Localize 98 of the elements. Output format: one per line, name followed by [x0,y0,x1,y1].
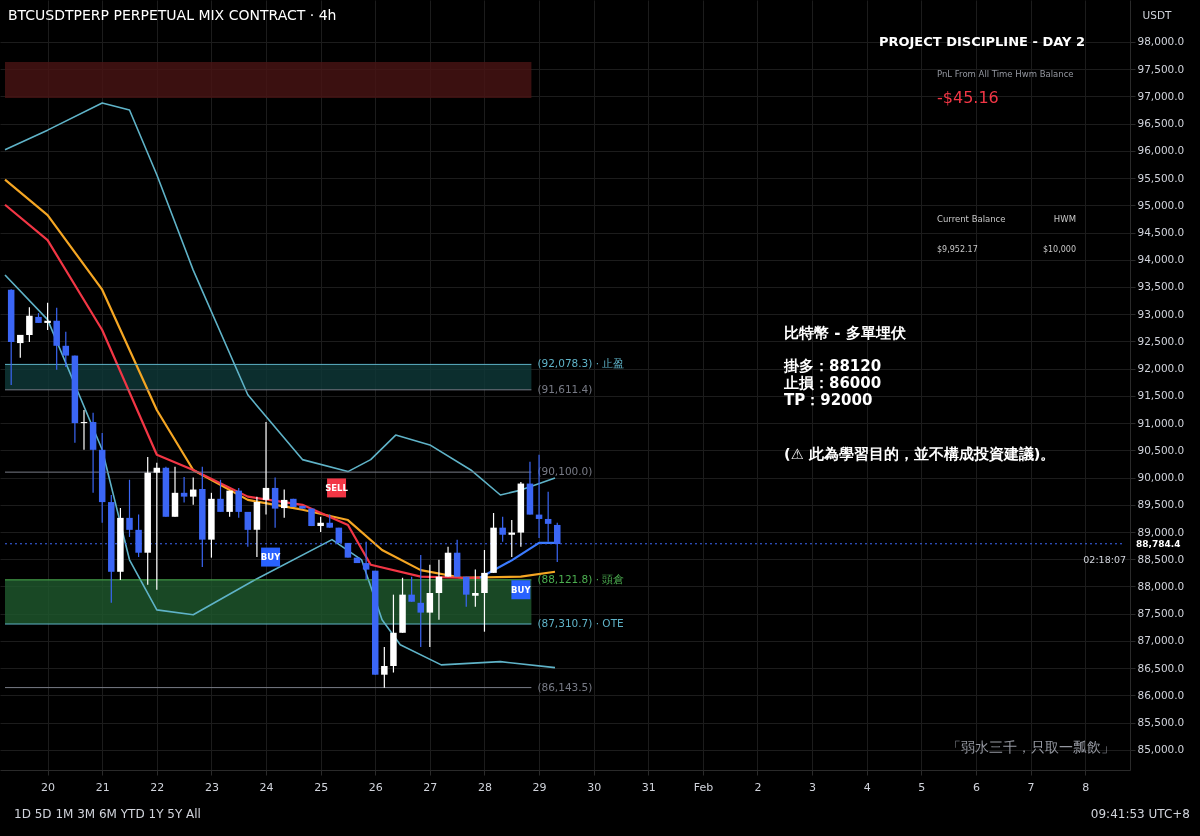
y-tick-label: 90,500.0 [1137,443,1185,456]
x-tick-label: 6 [972,780,980,794]
y-tick-label: 88,000.0 [1137,579,1185,592]
y-tick-label: 95,500.0 [1137,171,1185,184]
candlestick [235,487,242,519]
x-tick-label: 27 [423,780,438,794]
annotation: HWM [1053,214,1076,224]
annotation: Current Balance [937,214,1006,224]
candlestick [62,331,70,368]
candlestick [262,421,270,516]
y-tick-label: 86,500.0 [1137,661,1185,674]
y-tick-label: 87,000.0 [1137,634,1185,647]
ref-line-label: 88,784.4 [1136,538,1181,549]
y-tick-label: 91,000.0 [1137,416,1185,429]
y-tick-label: 95,000.0 [1137,198,1185,211]
y-tick-label: 85,000.0 [1137,743,1185,756]
y-tick-label: 91,500.0 [1137,389,1185,402]
ref-line-label: (86,143.5) [537,680,593,693]
x-tick-label: 24 [259,780,274,794]
y-tick-label: 87,500.0 [1137,607,1185,620]
candlestick [26,306,33,343]
ref-line-label: (92,078.3) · 止盈 [537,357,625,370]
candlestick [217,479,224,513]
candlestick [171,466,179,518]
x-tick-label: 20 [41,780,56,794]
annotation: PnL From All Time Hwm Balance [937,69,1074,79]
x-tick-label: 28 [477,780,492,794]
y-tick-label: 92,500.0 [1137,334,1185,347]
x-tick-label: 7 [1027,780,1035,794]
candlestick [381,646,388,689]
candlestick [417,554,424,648]
y-tick-label: 90,000.0 [1137,471,1185,484]
candlestick [435,559,443,621]
y-tick-label: 94,000.0 [1137,253,1185,266]
text: BTCUSDTPERP PERPETUAL MIX CONTRACT · 4h [8,7,337,23]
annotation: PROJECT DISCIPLINE - DAY 2 [878,34,1085,49]
y-tick-label: 94,500.0 [1137,226,1185,239]
candlestick [481,549,488,633]
y-tick-label: 92,000.0 [1137,362,1185,375]
annotation: $9,952.17 [937,245,978,254]
y-tick-label: 96,000.0 [1137,144,1185,157]
x-tick-label: 22 [150,780,165,794]
annotation: (⚠ 此為學習目的，並不構成投資建議)。 [784,445,1056,462]
y-tick-label: 88,500.0 [1137,552,1185,565]
x-tick-label: 29 [532,780,547,794]
candlestick [408,576,415,603]
y-tick-label: 89,000.0 [1137,525,1185,538]
candlestick [180,476,188,504]
x-tick-label: 30 [587,780,602,794]
annotation: 比特幣 - 多單埋伏 [784,324,907,342]
x-tick-label: Feb [693,780,714,794]
ref-line-label: (87,310.7) · OTE [537,617,624,630]
y-tick-label: 86,000.0 [1137,688,1185,701]
y-tick-label: 98,000.0 [1137,35,1185,48]
candlestick [126,479,133,538]
text: USDT [1142,9,1173,21]
x-tick-label: 8 [1082,780,1090,794]
x-tick-label: 23 [204,780,219,794]
x-tick-label: 26 [368,780,383,794]
annotation: 「弱水三千，只取一瓢飲」 [947,739,1115,755]
x-tick-label: 2 [754,780,762,794]
candlestick [426,564,434,648]
x-tick-label: 21 [95,780,110,794]
candlestick [544,491,552,543]
candlestick [44,302,51,331]
y-tick-label: 93,500.0 [1137,280,1185,293]
annotation: -$45.16 [937,88,999,107]
x-tick-label: 3 [809,780,817,794]
text: 09:41:53 UTC+8 [1090,807,1190,821]
annotation: 止損：86000 [783,374,882,392]
annotation: 02:18:07 [1083,554,1126,565]
annotation: $10,000 [1042,245,1076,254]
ref-line-label: (91,611.4) [537,382,593,395]
x-tick-label: 25 [314,780,329,794]
y-tick-label: 93,000.0 [1137,307,1185,320]
candlestick [472,569,479,608]
text: 1D 5D 1M 3M 6M YTD 1Y 5Y All [14,807,201,821]
x-tick-label: 31 [641,780,656,794]
x-tick-label: 4 [863,780,871,794]
y-tick-label: 85,500.0 [1137,716,1185,729]
x-tick-label: 5 [918,780,926,794]
candlestick [362,541,370,581]
candlestick [280,488,288,519]
candlestick [463,576,470,608]
y-tick-label: 96,500.0 [1137,117,1185,130]
candlestick [226,490,233,518]
annotation: TP：92000 [784,391,873,409]
candlestick [189,476,197,506]
candlestick [444,546,452,578]
candlestick [271,476,279,529]
y-tick-label: 89,500.0 [1137,498,1185,511]
ref-line-label: (88,121.8) · 頭倉 [537,572,625,585]
candlestick [499,516,506,543]
y-tick-label: 97,500.0 [1137,62,1185,75]
y-tick-label: 97,000.0 [1137,89,1185,102]
candlestick [135,514,142,558]
annotation: 掛多：88120 [783,357,882,375]
candlestick [153,462,161,591]
